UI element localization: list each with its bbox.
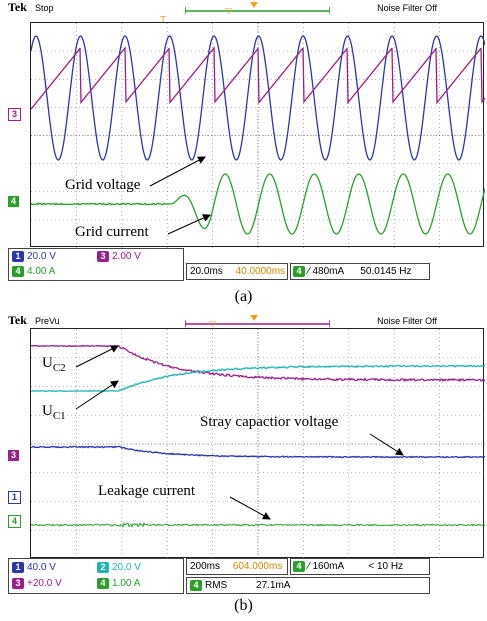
caption-b: (b) (0, 597, 487, 615)
timebase-box-b: 200ms 604.000ms (186, 558, 288, 575)
ch4-scale-b: 1.00 A (112, 578, 140, 589)
readout-area-a: 1 20.0 V 3 2.00 V 4 4.00 A 20.0ms 40.0000ms… (0, 248, 487, 288)
trigger-box-b: 4 ∕ 160mA < 10 Hz (290, 558, 430, 575)
ch4-tag-a: 4 (12, 266, 24, 277)
caption-a: (a) (0, 288, 487, 306)
rms-ch-tag-b: 4 (190, 580, 202, 591)
ch4-scale-a: 4.00 A (27, 266, 55, 277)
scope-panel-a: Tek Stop ▽ Noise Filter Off T 3 4 Grid v… (0, 0, 487, 310)
frequency-a: 50.0145 Hz (360, 266, 411, 277)
frequency-b: < 10 Hz (368, 561, 403, 572)
trigger-pos-b: 604.000ms (233, 561, 282, 572)
ch3-tag-a: 3 (97, 251, 109, 262)
ch2-scale-b: 20.0 V (112, 562, 141, 573)
readout-area-b: 1 40.0 V 2 20.0 V 3 +20.0 V 4 1.00 A 200ms 6… (0, 558, 487, 600)
rms-box-b: 4 RMS 27.1mA (186, 577, 430, 594)
trig-ch-tag-a: 4 (293, 266, 305, 277)
rms-value-b: 27.1mA (256, 580, 290, 591)
timebase-b: 200ms (190, 561, 220, 572)
ch1-scale-a: 20.0 V (27, 251, 56, 262)
trig-level-a: ∕ 480mA (308, 266, 344, 277)
ch4-tag-b: 4 (97, 578, 109, 589)
timebase-box-a: 20.0ms 40.0000ms (186, 263, 288, 280)
annotation-arrows-a (0, 0, 487, 260)
trigger-pos-a: 40.0000ms (236, 266, 285, 277)
ch3-tag-b: 3 (12, 578, 24, 589)
trigger-box-a: 4 ∕ 480mA 50.0145 Hz (290, 263, 430, 280)
ch1-tag-b: 1 (12, 562, 24, 573)
ch1-scale-b: 40.0 V (27, 562, 56, 573)
scope-panel-b: Tek PreVu ▽ Noise Filter Off 3 1 4 UC2 U… (0, 313, 487, 621)
channel-scale-box-b: 1 40.0 V 2 20.0 V 3 +20.0 V 4 1.00 A (8, 558, 184, 594)
ch3-scale-a: 2.00 V (112, 251, 141, 262)
ch2-tag-b: 2 (97, 562, 109, 573)
ch1-tag-a: 1 (12, 251, 24, 262)
annotation-arrows-b (0, 313, 487, 563)
trig-ch-tag-b: 4 (293, 561, 305, 572)
timebase-a: 20.0ms (190, 266, 223, 277)
rms-label-b: RMS (205, 580, 227, 591)
trig-level-b: ∕ 160mA (308, 561, 344, 572)
channel-scale-box-a: 1 20.0 V 3 2.00 V 4 4.00 A (8, 248, 184, 281)
ch3-scale-b: +20.0 V (27, 578, 62, 589)
